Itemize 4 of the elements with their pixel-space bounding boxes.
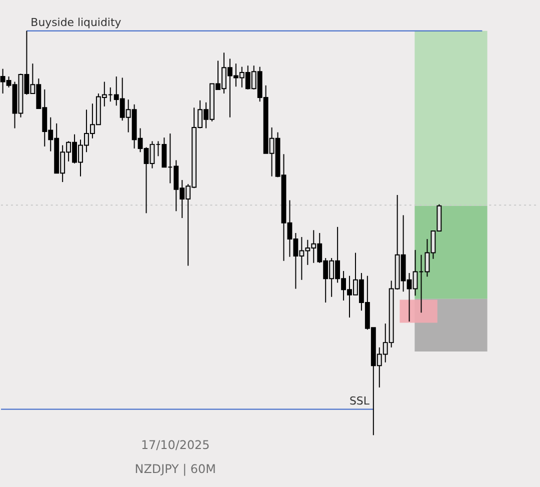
ref-line-label: SSL xyxy=(349,394,370,408)
text: 17/10/2025 xyxy=(140,438,210,452)
ref-line-label: Buyside liquidity xyxy=(30,16,122,29)
text: NZDJPY | 60M xyxy=(134,462,216,476)
